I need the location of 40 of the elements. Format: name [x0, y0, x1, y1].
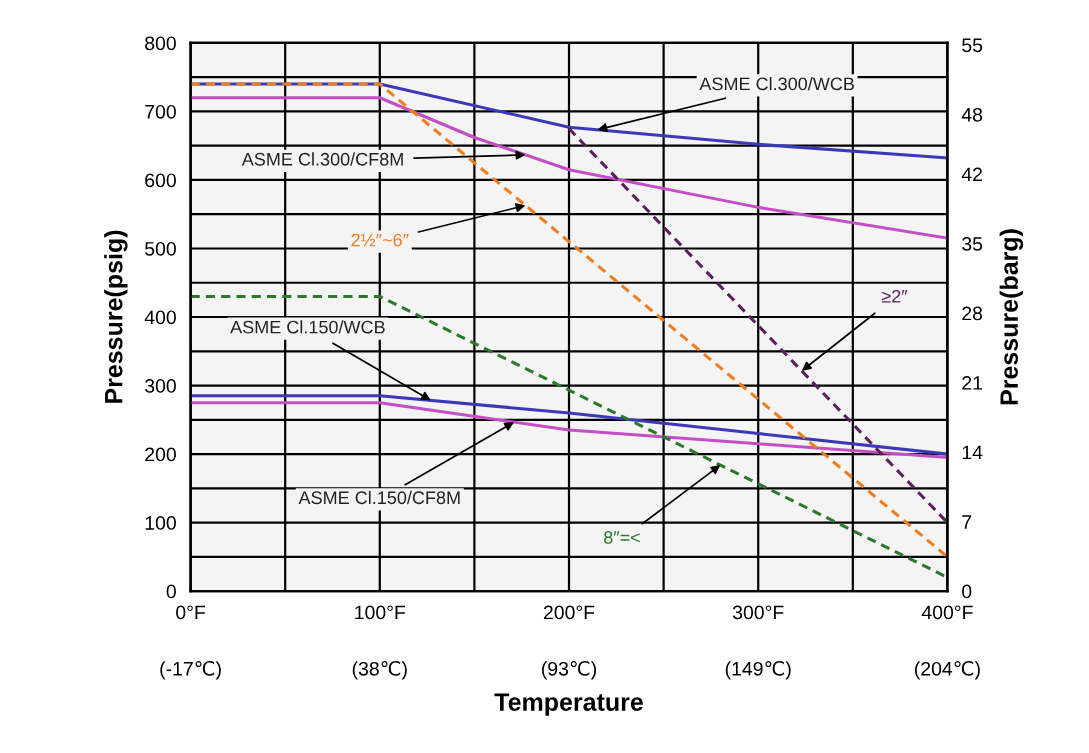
y-tick-label: 200 [145, 447, 176, 462]
text: 2½″~6″ [351, 233, 409, 247]
text: ASME Cl.300/CF8M [241, 152, 403, 166]
y-tick-label: 500 [145, 241, 176, 256]
text: (93℃) [542, 661, 596, 680]
y-tick-label: 800 [145, 36, 176, 51]
y2-tick-label: 14 [962, 445, 983, 460]
y2-tick-label: 35 [962, 236, 983, 251]
text: (-17℃) [160, 661, 221, 680]
y-tick-label: 0 [166, 584, 176, 599]
y2-tick-label: 42 [961, 167, 982, 182]
x-tick-label: 400°F [921, 605, 973, 620]
y2-axis-title: Pressure(barg) [999, 229, 1024, 405]
x-tick-label: 200°F [543, 605, 595, 620]
text: (149℃) [725, 661, 791, 680]
text: ASME Cl.150/CF8M [298, 490, 460, 505]
y2-tick-label: 0 [962, 584, 972, 599]
y2-tick-label: 55 [962, 38, 983, 53]
x-tick-label: 300°F [732, 605, 784, 620]
x-tick-label: 100°F [355, 605, 406, 620]
y2-tick-label: 28 [962, 306, 983, 321]
text: (204℃) [915, 661, 980, 680]
x-tick-label: 0°F [176, 605, 206, 620]
text: ASME Cl.300/WCB [699, 76, 854, 91]
y-tick-label: 300 [144, 379, 176, 393]
text: 8″=< [604, 531, 640, 544]
text: ≥2″ [881, 289, 908, 303]
y2-tick-label: 21 [962, 376, 982, 390]
text: ASME Cl.150/WCB [230, 320, 385, 334]
y-tick-label: 400 [144, 310, 176, 325]
line-series [190, 401, 948, 460]
x-axis-title: Temperature [494, 693, 643, 716]
y-tick-label: 100 [145, 516, 176, 530]
line-series [190, 394, 948, 456]
y2-tick-label: 48 [961, 107, 983, 122]
y-tick-label: 700 [145, 104, 176, 119]
y-tick-label: 600 [145, 173, 176, 188]
y-axis-title: Pressure(psig) [104, 230, 128, 403]
y2-tick-label: 7 [962, 515, 972, 529]
text: (38℃) [352, 661, 407, 680]
